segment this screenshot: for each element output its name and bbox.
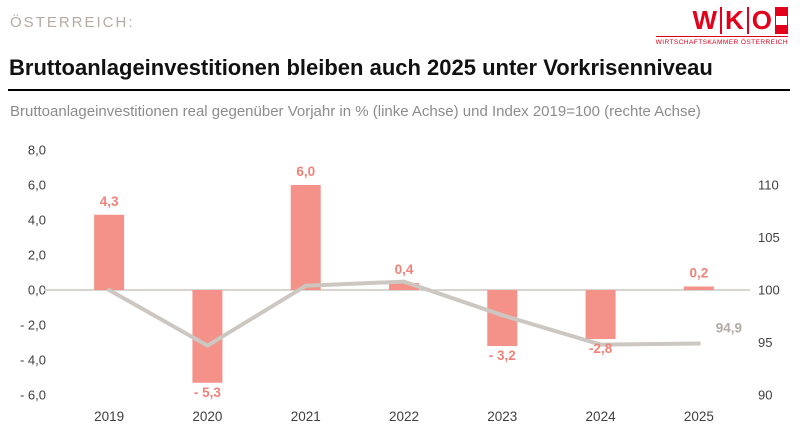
chart-title: Bruttoanlageinvestitionen bleiben auch 2… xyxy=(9,55,713,80)
title-underline xyxy=(8,89,790,91)
bar xyxy=(192,290,223,383)
left-axis-tick-label: 2,0 xyxy=(28,248,46,263)
wko-logo-letters: W K O xyxy=(656,7,788,34)
x-axis-year-label: 2024 xyxy=(586,409,617,424)
right-axis-tick-label: 110 xyxy=(758,178,779,193)
left-axis-tick-label: - 2,0 xyxy=(20,318,46,333)
bar-value-label: 4,3 xyxy=(100,194,119,209)
x-axis-year-label: 2022 xyxy=(389,409,419,424)
logo-letter-w: W xyxy=(692,5,717,35)
bar xyxy=(290,185,321,290)
austria-flag-icon xyxy=(775,7,788,34)
bar-value-label: -2,8 xyxy=(589,341,613,356)
left-axis-tick-label: 4,0 xyxy=(28,213,46,228)
left-axis-tick-label: 6,0 xyxy=(28,178,46,193)
left-axis-tick-label: - 4,0 xyxy=(20,353,46,368)
logo-divider xyxy=(746,7,749,34)
index-line xyxy=(107,279,701,348)
logo-caption: WIRTSCHAFTSKAMMER ÖSTERREICH xyxy=(655,39,788,46)
logo-letter-o: O xyxy=(751,5,772,35)
bar-value-label: 0,4 xyxy=(395,262,414,277)
chart-subtitle: Bruttoanlageinvestitionen real gegenüber… xyxy=(10,103,701,120)
bar xyxy=(389,283,419,290)
line-end-label: 94,9 xyxy=(716,321,742,336)
left-axis-tick-label: 8,0 xyxy=(28,143,46,158)
logo-divider xyxy=(719,7,722,34)
bar-value-label: - 3,2 xyxy=(489,348,516,363)
region-kicker: ÖSTERREICH: xyxy=(10,14,135,31)
right-axis-tick-label: 95 xyxy=(758,335,772,350)
left-axis-tick-label: 0,0 xyxy=(28,283,46,298)
logo-rule xyxy=(655,36,788,37)
logo-letter-k: K xyxy=(724,5,744,35)
x-axis-year-label: 2020 xyxy=(192,409,222,424)
bar-line-chart: 8,0 6,0 4,0 2,0 0,0 - 2,0 - 4,0 - 6,0 110 105 100 9… xyxy=(0,135,800,430)
x-axis-year-label: 2023 xyxy=(487,409,517,424)
x-axis-year-label: 2025 xyxy=(684,409,714,424)
right-axis-tick-label: 100 xyxy=(758,283,780,298)
x-axis-year-label: 2019 xyxy=(94,409,124,424)
bar xyxy=(585,290,616,339)
x-axis-year-label: 2021 xyxy=(291,409,321,424)
chart-canvas: 8,0 6,0 4,0 2,0 0,0 - 2,0 - 4,0 - 6,0 110 105 100 9… xyxy=(20,143,780,425)
right-axis-tick-label: 105 xyxy=(758,230,780,245)
bar-value-label: - 5,3 xyxy=(194,385,222,400)
left-axis-tick-label: - 6,0 xyxy=(20,388,46,403)
bar-value-label: 0,2 xyxy=(689,266,708,281)
bar xyxy=(683,286,714,290)
right-axis-tick-label: 90 xyxy=(758,388,772,403)
wko-logo: W K O WIRTSCHAFTSKAMMER ÖSTERREICH xyxy=(655,7,788,46)
bar-value-label: 6,0 xyxy=(296,164,315,179)
bar xyxy=(94,214,125,290)
